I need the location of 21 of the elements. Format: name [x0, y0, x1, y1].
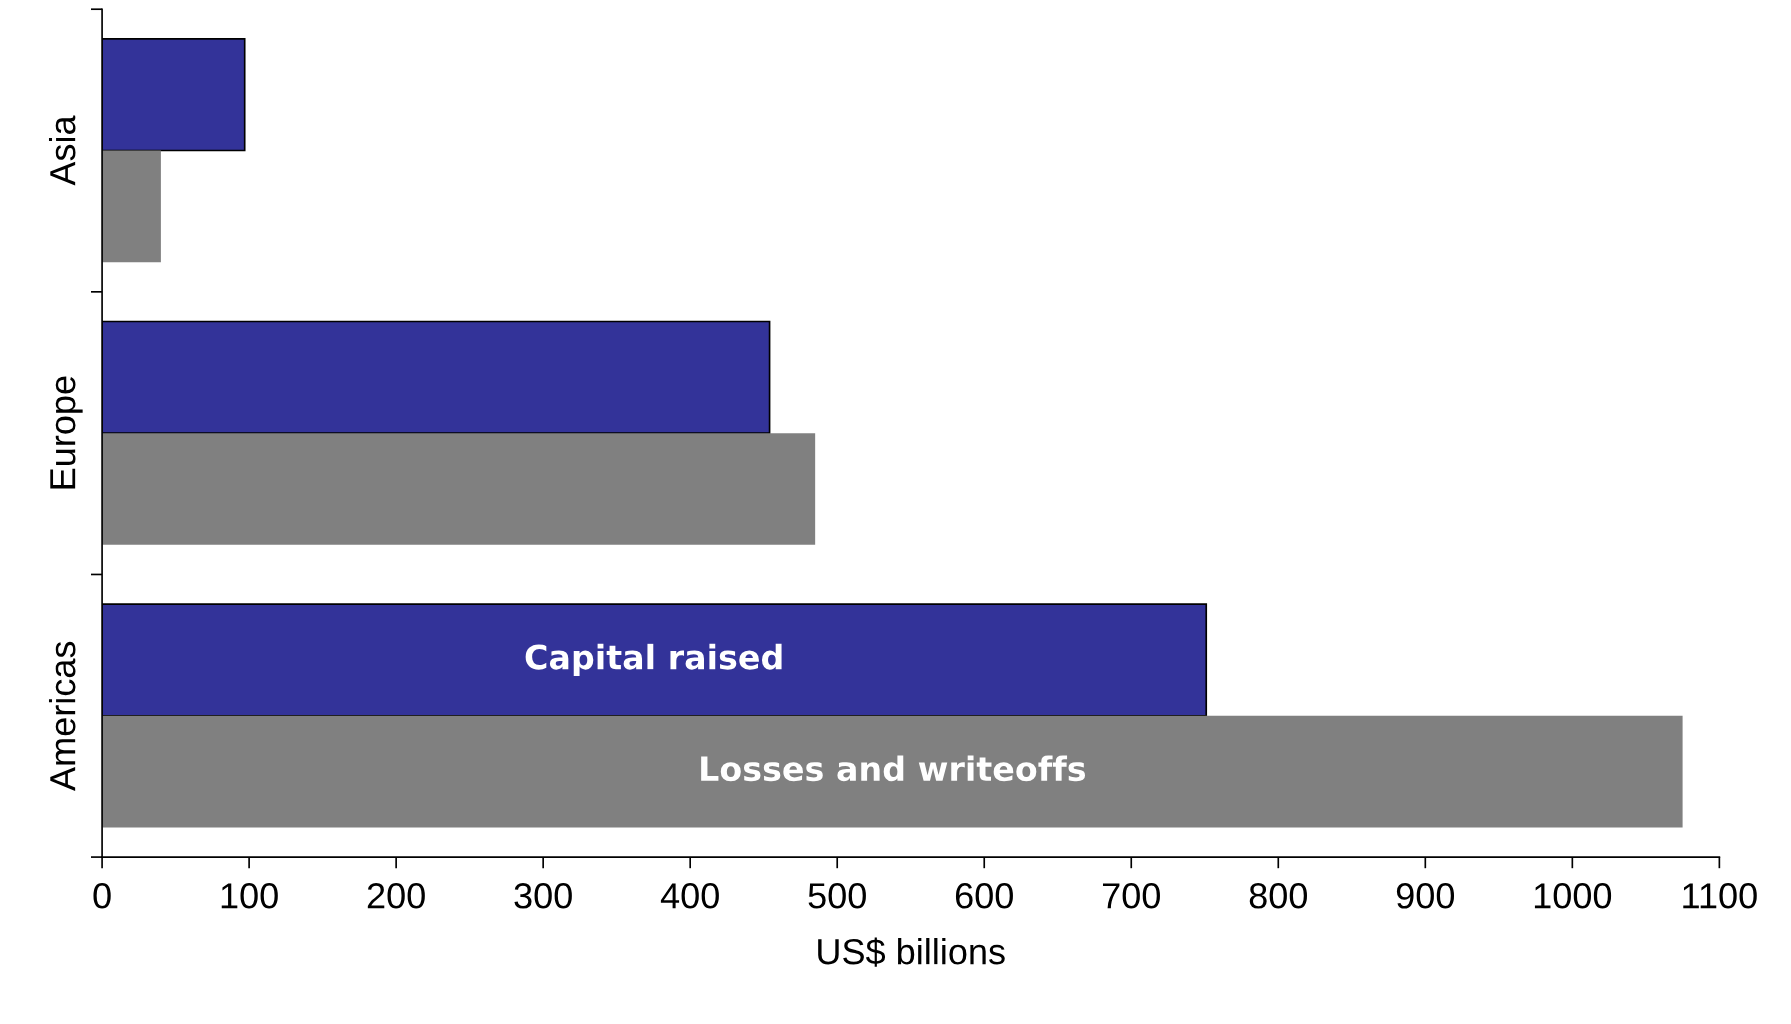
series-label: Capital raised [525, 643, 782, 677]
x-tick-label: 200 [367, 883, 425, 909]
x-tick-label: 1100 [1683, 883, 1757, 909]
series-label: Losses and writeoffs [701, 755, 1086, 782]
x-tick-label: 0 [93, 883, 111, 909]
x-tick-label: 600 [955, 883, 1013, 909]
x-tick-label: 300 [514, 883, 572, 909]
x-tick-label: 1000 [1534, 883, 1612, 909]
x-tick-label: 800 [1249, 883, 1307, 909]
y-tick-label: Asia [48, 115, 76, 186]
x-axis-title: US$ billions [818, 937, 1005, 967]
x-tick-label: 900 [1396, 883, 1455, 909]
bar [102, 433, 816, 545]
x-tick-label: 100 [221, 883, 278, 909]
bar [102, 150, 161, 263]
y-tick-label: Americas [48, 641, 76, 791]
bar [102, 715, 1683, 828]
x-tick-label: 400 [660, 883, 719, 909]
x-tick-label: 700 [1102, 883, 1160, 909]
x-tick-label: 500 [808, 883, 866, 909]
y-tick-label: Europe [50, 376, 83, 489]
